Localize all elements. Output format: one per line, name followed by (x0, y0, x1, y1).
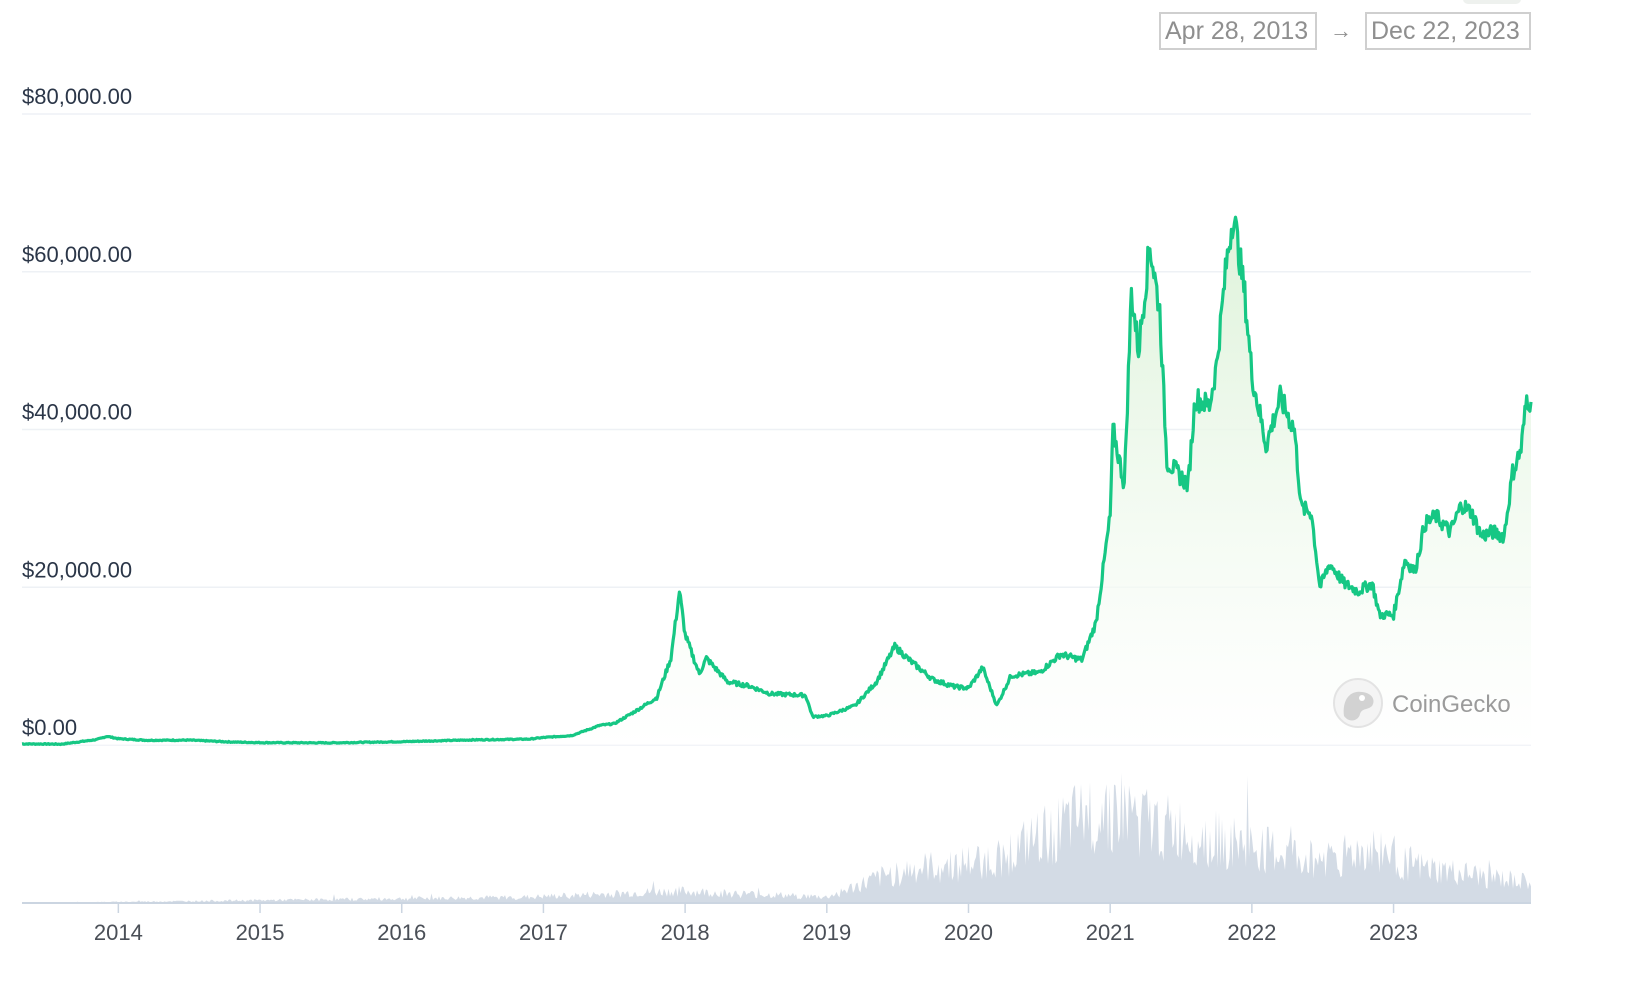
y-tick-label: $80,000.00 (22, 84, 132, 109)
x-tick-label: 2023 (1369, 920, 1418, 945)
volume-area (22, 773, 1531, 903)
x-tick-label: 2016 (377, 920, 426, 945)
y-tick-label: $20,000.00 (22, 557, 132, 582)
x-tick-label: 2021 (1086, 920, 1135, 945)
top-tab-indicator (1463, 0, 1521, 4)
x-tick-label: 2014 (94, 920, 143, 945)
price-line[interactable] (21, 215, 1533, 747)
x-tick-label: 2019 (802, 920, 851, 945)
x-tick-label: 2020 (944, 920, 993, 945)
x-tick-label: 2018 (661, 920, 710, 945)
x-tick-label: 2017 (519, 920, 568, 945)
watermark-text: CoinGecko (1392, 691, 1511, 718)
x-tick-label: 2015 (236, 920, 285, 945)
price-area-fill (22, 217, 1531, 745)
coingecko-watermark: CoinGecko (1333, 678, 1511, 728)
volume-bars (22, 773, 1531, 903)
end-date-input[interactable]: Dec 22, 2023 (1365, 12, 1531, 50)
y-tick-label: $40,000.00 (22, 400, 132, 425)
start-date-input[interactable]: Apr 28, 2013 (1159, 12, 1317, 50)
gecko-eye-icon (1359, 695, 1365, 701)
y-tick-label: $60,000.00 (22, 242, 132, 267)
y-tick-label: $0.00 (22, 715, 77, 740)
gecko-head-icon (1343, 691, 1374, 721)
x-axis: 2014 2015 2016 2017 2018 2019 2020 2021 2022 2023 (22, 902, 1531, 945)
date-range-picker: Apr 28, 2013 → Dec 22, 2023 (1159, 12, 1531, 50)
arrow-right-icon: → (1330, 18, 1352, 43)
y-axis-labels: $0.00 $20,000.00 $40,000.00 $60,000.00 $80,0… (22, 84, 132, 740)
x-tick-label: 2022 (1227, 920, 1276, 945)
